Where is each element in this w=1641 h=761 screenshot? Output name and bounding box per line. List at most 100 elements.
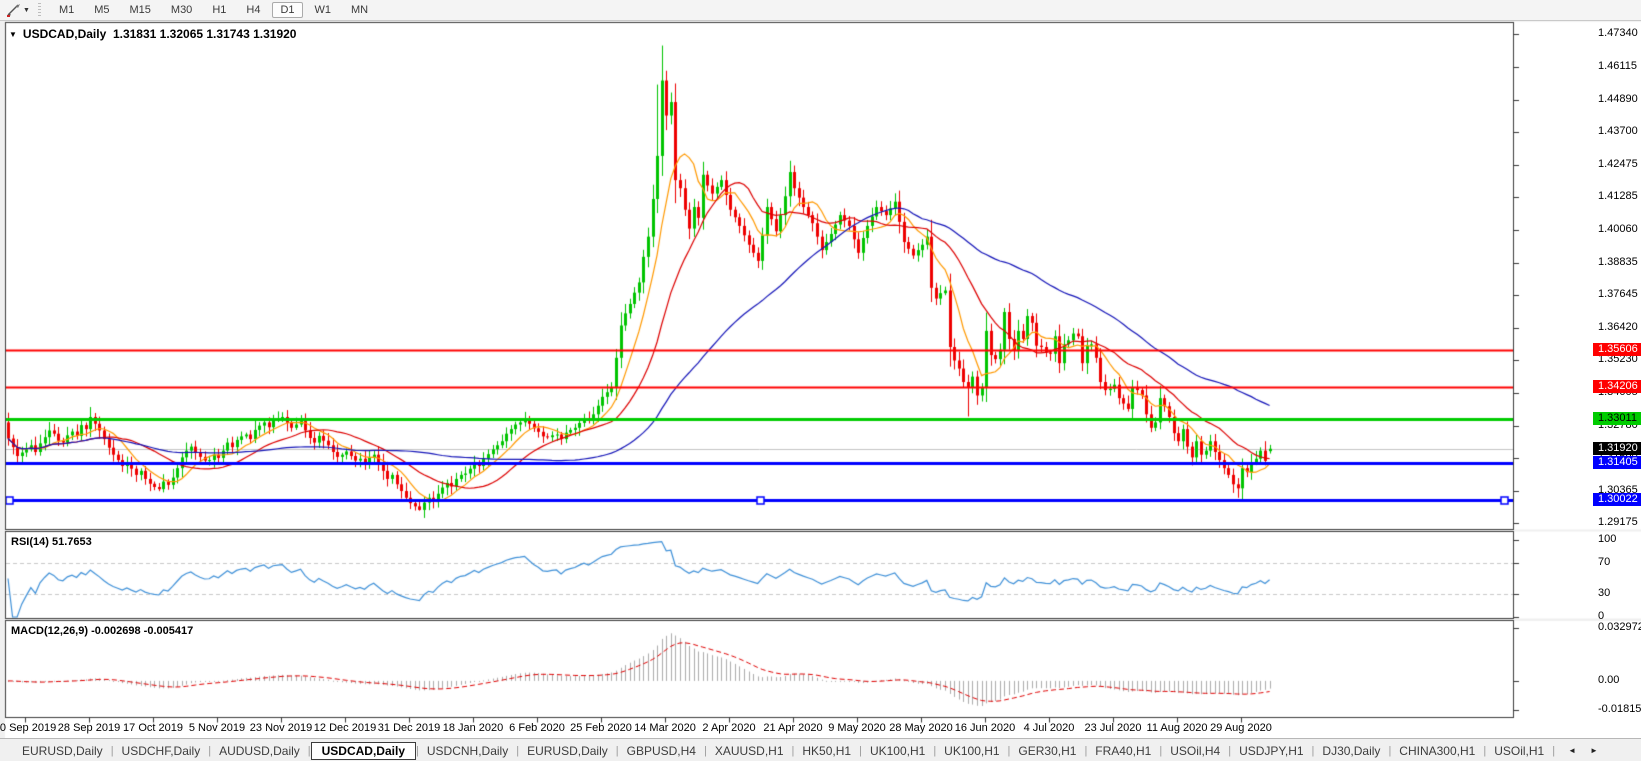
price-tick-label: 1.35230: [1598, 352, 1638, 365]
hline-price-badge: 1.31405: [1593, 455, 1641, 469]
tab-scroll-right-icon[interactable]: ►: [1589, 746, 1598, 755]
tab-separator: |: [791, 744, 795, 757]
chart-tab-CHINA300-H1[interactable]: CHINA300,H1: [1399, 743, 1476, 758]
tab-scroll-left-icon[interactable]: ◄: [1568, 746, 1576, 755]
date-tick-label: 14 Mar 2020: [634, 722, 696, 734]
price-tick-label: 1.46115: [1598, 59, 1637, 72]
price-tick-label: 1.29175: [1598, 515, 1638, 528]
chart-tab-XAUUSD-H1[interactable]: XAUUSD,H1: [714, 743, 784, 758]
date-tick-label: 11 Aug 2020: [1146, 722, 1208, 734]
rsi-indicator-label: RSI(14) 51.7653: [11, 536, 92, 548]
chart-tab-UK100-H1[interactable]: UK100,H1: [944, 743, 1000, 758]
tab-separator: |: [208, 744, 212, 757]
price-tick-label: 1.43700: [1598, 124, 1638, 137]
current-price-badge: 1.31920: [1593, 441, 1641, 455]
timeframe-button-M30[interactable]: M30: [170, 4, 193, 16]
tab-separator: |: [1388, 744, 1392, 757]
date-tick-label: 12 Dec 2019: [313, 722, 377, 734]
date-tick-label: 18 Jan 2020: [442, 722, 504, 734]
hline-price-badge: 1.33011: [1593, 412, 1641, 426]
date-tick-label: 31 Dec 2019: [377, 722, 441, 734]
macd-tick-label: -0.018154: [1598, 702, 1641, 715]
chart-tab-USDCNH-Daily[interactable]: USDCNH,Daily: [426, 743, 509, 758]
price-tick-label: 1.44890: [1598, 92, 1638, 105]
tab-separator: |: [307, 744, 311, 757]
chart-tab-FRA40-H1[interactable]: FRA40,H1: [1095, 743, 1152, 758]
tab-separator: |: [1084, 744, 1088, 757]
price-tick-label: 1.47340: [1598, 26, 1638, 39]
timeframe-button-D1[interactable]: D1: [272, 2, 303, 18]
chart-tab-USDCHF-Daily[interactable]: USDCHF,Daily: [121, 743, 201, 758]
tab-separator: |: [859, 744, 862, 757]
macd-tick-label: 0.00: [1598, 673, 1620, 686]
date-tick-label: 9 May 2020: [828, 722, 886, 734]
date-tick-label: 10 Sep 2019: [0, 722, 57, 734]
price-tick-label: 1.41285: [1598, 189, 1638, 202]
timeframe-button-M15[interactable]: M15: [129, 4, 151, 16]
price-tick-label: 1.38835: [1598, 255, 1638, 268]
date-tick-label: 4 Jul 2020: [1023, 722, 1075, 734]
macd-indicator-label: MACD(12,26,9) -0.002698 -0.005417: [11, 625, 194, 637]
tab-separator: |: [933, 744, 937, 757]
toolbar-grip-handle[interactable]: [37, 3, 41, 17]
date-tick-label: 2 Apr 2020: [702, 722, 756, 734]
hline-price-badge: 1.30022: [1593, 492, 1641, 506]
chart-tab-UK100-H1[interactable]: UK100,H1: [869, 743, 926, 758]
rsi-tick-label: 100: [1598, 533, 1617, 545]
date-tick-label: 6 Feb 2020: [509, 722, 565, 734]
tab-separator: |: [416, 744, 419, 757]
chart-tab-DJ30-Daily[interactable]: DJ30,Daily: [1322, 743, 1381, 758]
price-tick-label: 1.42475: [1598, 157, 1638, 170]
timeframe-button-M5[interactable]: M5: [94, 4, 110, 16]
price-tick-label: 1.37645: [1598, 287, 1638, 300]
tab-scrollers: ◄ ►: [1561, 746, 1605, 755]
tab-separator: |: [110, 744, 114, 757]
date-tick-label: 23 Jul 2020: [1084, 722, 1142, 734]
chart-symbol-period: USDCAD,Daily: [22, 27, 107, 41]
timeframe-button-M1[interactable]: M1: [58, 4, 75, 16]
price-tick-label: 1.30365: [1598, 483, 1638, 496]
chart-tab-EURUSD-Daily[interactable]: EURUSD,Daily: [22, 743, 103, 758]
tab-separator: |: [1483, 744, 1487, 757]
chart-tab-USOil-H4[interactable]: USOil,H4: [1170, 743, 1221, 758]
chart-tab-USDCAD-Daily[interactable]: USDCAD,Daily: [310, 741, 416, 760]
date-tick-label: 16 Jun 2020: [954, 722, 1016, 734]
timeframe-button-H1[interactable]: H1: [212, 4, 227, 16]
price-tick-label: 1.40060: [1598, 222, 1638, 235]
timeframe-button-H4[interactable]: H4: [246, 4, 261, 16]
date-tick-label: 28 Sep 2019: [57, 722, 121, 734]
chart-tabs: EURUSD,Daily | USDCHF,Daily | AUDUSD,Daily | U…: [14, 741, 1552, 760]
chart-tab-USOil-H1[interactable]: USOil,H1: [1494, 743, 1545, 758]
date-tick-label: 28 May 2020: [889, 722, 953, 734]
timeframe-button-W1[interactable]: W1: [314, 4, 332, 16]
chart-tab-bar: EURUSD,Daily | USDCHF,Daily | AUDUSD,Daily | U…: [0, 738, 1641, 761]
price-tick-label: 1.36420: [1598, 320, 1638, 333]
macd-tick-label: 0.032972: [1598, 621, 1641, 634]
date-tick-label: 29 Aug 2020: [1210, 722, 1272, 734]
chart-tab-GER30-H1[interactable]: GER30,H1: [1018, 743, 1077, 758]
symbol-dropdown-icon[interactable]: ▼: [9, 30, 17, 39]
tab-separator: |: [516, 744, 520, 757]
hline-price-badge: 1.35606: [1593, 342, 1641, 356]
tab-separator: |: [1007, 744, 1011, 757]
chart-tab-AUDUSD-Daily[interactable]: AUDUSD,Daily: [219, 743, 300, 758]
chart-tab-USDJPY-H1[interactable]: USDJPY,H1: [1239, 743, 1304, 758]
timeframe-button-MN[interactable]: MN: [351, 4, 369, 16]
date-tick-label: 5 Nov 2019: [188, 722, 246, 734]
chart-tab-EURUSD-Daily[interactable]: EURUSD,Daily: [527, 743, 608, 758]
date-tick-label: 17 Oct 2019: [123, 722, 183, 734]
rsi-tick-label: 70: [1598, 556, 1611, 569]
line-studies-icon[interactable]: [4, 2, 22, 18]
date-tick-label: 21 Apr 2020: [763, 722, 823, 734]
tab-separator: |: [1159, 744, 1163, 757]
timeframe-buttons: M1 M5 M15 M30 H1 H4 D1 W1 MN: [49, 2, 378, 18]
timeframe-toolbar: ▼ M1 M5 M15 M30 H1 H4 D1 W1 MN: [0, 0, 1641, 21]
chart-ohlc-header: ▼ USDCAD,Daily 1.31831 1.32065 1.31743 1.…: [9, 27, 296, 41]
chart-ohlc-values: 1.31831 1.32065 1.31743 1.31920: [112, 27, 297, 41]
chart-tab-GBPUSD-H4[interactable]: GBPUSD,H4: [626, 743, 696, 758]
chevron-down-icon[interactable]: ▼: [23, 6, 30, 14]
chart-tab-HK50-H1[interactable]: HK50,H1: [802, 743, 852, 758]
tab-separator: |: [1311, 744, 1315, 757]
